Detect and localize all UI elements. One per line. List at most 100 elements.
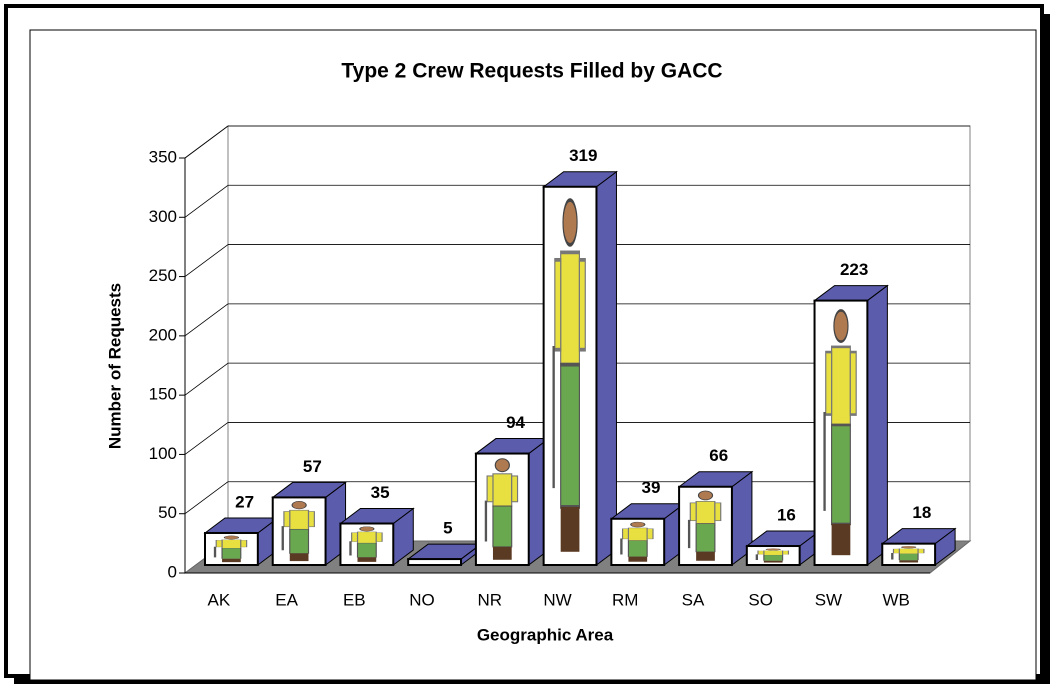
figure-head <box>697 490 714 501</box>
y-tick-label: 350 <box>149 147 177 166</box>
crew-figure <box>281 501 315 562</box>
x-axis-title: Geographic Area <box>477 625 614 644</box>
figure-shirt <box>831 345 851 427</box>
figure-shirt <box>695 500 716 525</box>
figure-arm <box>689 502 697 522</box>
figure-shirt <box>627 527 648 541</box>
figure-arm <box>215 540 223 548</box>
x-tick-label: EA <box>275 590 298 609</box>
grid-line <box>184 422 229 455</box>
x-tick-label: NW <box>543 590 571 609</box>
figure-arm <box>283 511 291 528</box>
grid-line <box>184 125 229 159</box>
x-tick-label: SO <box>748 590 773 609</box>
grid-line <box>184 244 229 277</box>
crew-figure <box>891 546 925 563</box>
figure-shirt <box>356 531 377 544</box>
figure-shirt <box>492 473 513 507</box>
figure-pants <box>763 554 784 561</box>
x-tick-label: WB <box>882 590 909 609</box>
figure-head <box>223 535 240 540</box>
figure-arm <box>782 550 790 555</box>
value-label: 5 <box>443 519 452 538</box>
figure-arm <box>892 548 900 554</box>
figure-arm <box>351 532 359 542</box>
figure-head <box>630 521 646 528</box>
figure-shirt <box>221 539 242 549</box>
value-label: 94 <box>506 413 525 432</box>
value-label: 35 <box>371 483 390 502</box>
crew-figure <box>620 521 654 562</box>
crew-figure <box>484 458 519 560</box>
figure-pants <box>221 548 242 559</box>
value-label: 27 <box>235 492 254 511</box>
y-tick-label: 100 <box>149 444 177 463</box>
x-tick-label: NO <box>409 590 435 609</box>
figure-arm <box>917 548 925 554</box>
figure-pants <box>627 540 648 557</box>
figure-boots <box>763 560 783 563</box>
grid-line <box>184 303 229 337</box>
side-wall <box>184 125 229 574</box>
y-axis-title: Number of Requests <box>105 283 124 449</box>
figure-boots <box>899 560 919 563</box>
figure-arm <box>825 350 833 416</box>
y-tick-label: 0 <box>168 562 177 581</box>
x-tick-label: RM <box>612 590 638 609</box>
chart-title: Type 2 Crew Requests Filled by GACC <box>341 60 722 83</box>
figure-boots <box>222 558 241 563</box>
value-label: 319 <box>569 146 597 165</box>
value-label: 16 <box>777 506 796 525</box>
figure-boots <box>357 557 377 562</box>
figure-pants <box>492 505 513 548</box>
crew-figure <box>687 490 722 561</box>
figure-pants <box>289 528 310 554</box>
figure-arm <box>511 475 519 503</box>
figure-boots <box>492 546 512 560</box>
value-label: 39 <box>642 478 661 497</box>
y-tick-label: 300 <box>149 207 177 226</box>
figure-boots <box>560 506 580 552</box>
figure-shirt <box>763 550 784 556</box>
grid-line <box>184 362 229 396</box>
figure-arm <box>554 257 562 352</box>
y-tick-label: 50 <box>158 503 177 522</box>
figure-pants <box>898 553 919 561</box>
grid-line <box>184 481 229 515</box>
value-label: 18 <box>912 503 931 522</box>
crew-figure <box>552 198 586 552</box>
grid-line <box>184 184 229 218</box>
figure-arm <box>375 532 383 542</box>
figure-head <box>765 548 781 551</box>
figure-pants <box>356 542 377 558</box>
figure-arm <box>714 502 722 522</box>
value-label: 66 <box>709 446 728 465</box>
figure-arm <box>307 511 315 528</box>
figure-pants <box>695 523 716 553</box>
crew-figure <box>213 535 248 563</box>
crew-figure <box>755 548 790 563</box>
figure-arm <box>578 257 586 352</box>
figure-head <box>901 546 917 549</box>
figure-shirt <box>289 509 310 530</box>
x-tick-label: NR <box>477 590 502 609</box>
figure-pants <box>560 362 581 509</box>
figure-head <box>833 309 849 343</box>
bar-side <box>866 284 888 566</box>
figure-boots <box>696 551 715 561</box>
figure-head <box>562 198 578 247</box>
value-label: 57 <box>303 457 322 476</box>
crew-figure <box>349 526 383 562</box>
x-tick-label: SA <box>682 590 705 609</box>
bar <box>407 558 463 566</box>
x-tick-label: EB <box>343 590 366 609</box>
x-tick-label: SW <box>815 590 842 609</box>
y-tick-label: 250 <box>149 266 177 285</box>
figure-boots <box>289 553 309 562</box>
y-tick-label: 150 <box>149 385 177 404</box>
figure-arm <box>621 528 629 540</box>
figure-head <box>494 458 510 473</box>
x-tick-label: AK <box>208 590 231 609</box>
